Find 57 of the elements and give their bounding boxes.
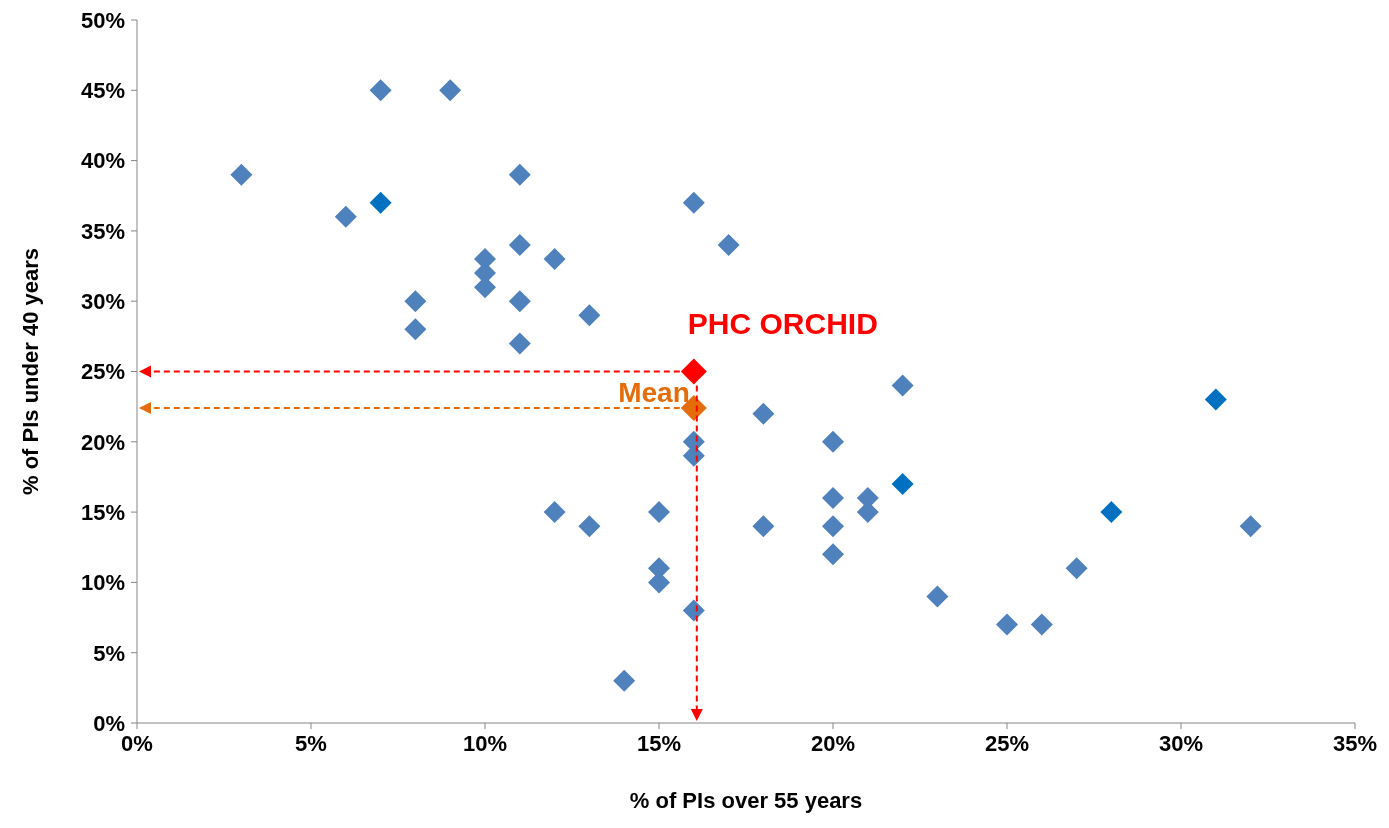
point bbox=[334, 205, 357, 228]
point bbox=[543, 248, 566, 271]
point bbox=[404, 318, 427, 341]
point bbox=[508, 290, 531, 313]
point bbox=[822, 487, 844, 510]
point bbox=[926, 585, 949, 608]
point bbox=[717, 233, 740, 256]
point bbox=[648, 501, 670, 524]
point bbox=[1030, 613, 1053, 636]
point bbox=[404, 290, 427, 313]
point bbox=[508, 233, 531, 256]
point bbox=[891, 472, 914, 495]
point bbox=[680, 358, 707, 385]
x-tick-label: 5% bbox=[295, 730, 327, 756]
point bbox=[682, 191, 705, 214]
y-tick-label: 40% bbox=[80, 148, 125, 174]
point bbox=[822, 515, 844, 538]
point bbox=[578, 515, 601, 538]
y-tick-label: 15% bbox=[80, 499, 125, 525]
point bbox=[369, 79, 392, 102]
x-tick-label: 15% bbox=[636, 730, 682, 756]
x-tick-label: 10% bbox=[462, 730, 508, 756]
point bbox=[1204, 388, 1227, 411]
point bbox=[230, 163, 253, 186]
x-axis-title: % of PIs over 55 years bbox=[629, 788, 863, 813]
y-tick-label: 20% bbox=[80, 429, 125, 455]
x-tick-label: 25% bbox=[984, 730, 1030, 756]
point bbox=[752, 515, 775, 538]
point bbox=[752, 402, 775, 425]
y-tick-label: 35% bbox=[80, 218, 125, 244]
y-tick-label: 45% bbox=[80, 78, 125, 104]
y-tick-label: 10% bbox=[80, 570, 125, 596]
point bbox=[682, 599, 705, 622]
point bbox=[613, 669, 636, 692]
x-tick-label: 35% bbox=[1332, 730, 1378, 756]
point bbox=[508, 332, 531, 355]
y-tick-label: 50% bbox=[80, 7, 125, 33]
y-tick-label: 5% bbox=[93, 640, 125, 666]
point bbox=[439, 79, 462, 102]
series-label: PHC ORCHID bbox=[687, 306, 878, 340]
point bbox=[996, 613, 1018, 636]
point bbox=[578, 304, 601, 327]
point bbox=[1100, 501, 1123, 524]
point bbox=[891, 374, 914, 397]
series-label: Mean bbox=[618, 377, 690, 409]
y-tick-label: 30% bbox=[80, 289, 125, 315]
point bbox=[822, 430, 844, 453]
point bbox=[1239, 515, 1262, 538]
y-tick-label: 25% bbox=[80, 359, 125, 385]
point bbox=[822, 543, 844, 566]
point bbox=[508, 163, 531, 186]
y-axis-title: % of PIs under 40 years bbox=[17, 248, 43, 495]
point bbox=[543, 501, 566, 524]
x-tick-label: 20% bbox=[810, 730, 856, 756]
x-tick-label: 30% bbox=[1158, 730, 1204, 756]
point bbox=[369, 191, 392, 214]
point bbox=[1065, 557, 1088, 580]
